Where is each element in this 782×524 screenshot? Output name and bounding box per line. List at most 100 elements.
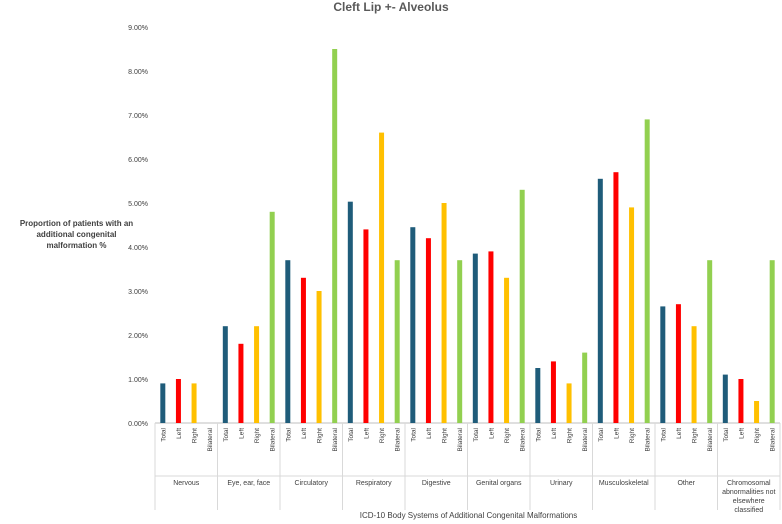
subcategory-label: Left — [676, 428, 683, 439]
subcategory-label: Total — [598, 427, 605, 441]
bar-total — [535, 368, 541, 423]
subcategory-label: Right — [317, 428, 324, 443]
bar-right — [691, 326, 697, 423]
bar-left — [238, 343, 244, 423]
bar-left — [300, 277, 306, 423]
subcategory-label: Left — [238, 428, 245, 439]
bar-right — [254, 326, 260, 423]
group-label: Urinary — [550, 480, 573, 487]
subcategory-label: Right — [254, 428, 261, 443]
y-tick-label: 5.00% — [128, 201, 148, 208]
bar-bilateral — [644, 119, 650, 424]
y-tick-label: 8.00% — [128, 69, 148, 76]
subcategory-label: Total — [348, 427, 355, 441]
bar-left — [675, 304, 681, 423]
subcategory-label: Right — [692, 428, 699, 443]
subcategory-label: Bilateral — [707, 427, 714, 451]
bar-bilateral — [582, 352, 588, 423]
bar-left — [613, 172, 619, 423]
bar-right — [566, 383, 572, 423]
subcategory-label: Right — [754, 428, 761, 443]
bar-right — [504, 277, 510, 423]
group-label: Other — [677, 480, 695, 487]
subcategory-label: Right — [567, 428, 574, 443]
bar-right — [441, 203, 447, 423]
subcategory-label: Bilateral — [207, 427, 214, 451]
subcategory-label: Total — [660, 427, 667, 441]
subcategory-label: Left — [488, 428, 495, 439]
group-label: Eye, ear, face — [227, 480, 270, 487]
subcategory-label: Total — [723, 427, 730, 441]
subcategory-label: Bilateral — [645, 427, 652, 451]
group-label: Nervous — [173, 480, 200, 487]
bar-right — [379, 132, 385, 423]
bar-left — [175, 379, 181, 423]
group-label: Chromosomal abnormalities not elsewhere cla… — [722, 480, 775, 514]
subcategory-label: Bilateral — [332, 427, 339, 451]
subcategory-label: Bilateral — [770, 427, 777, 451]
subcategory-label: Bilateral — [520, 427, 527, 451]
y-tick-label: 0.00% — [128, 421, 148, 428]
bar-bilateral — [769, 260, 775, 423]
subcategory-label: Left — [613, 428, 620, 439]
bar-bilateral — [394, 260, 400, 423]
subcategory-label: Left — [426, 428, 433, 439]
subcategory-label: Total — [285, 427, 292, 441]
bar-total — [472, 253, 478, 423]
y-tick-label: 3.00% — [128, 289, 148, 296]
bar-total — [160, 383, 166, 423]
subcategory-label: Left — [551, 428, 558, 439]
subcategory-label: Left — [738, 428, 745, 439]
subcategory-label: Total — [160, 427, 167, 441]
bar-total — [660, 306, 666, 423]
group-label: Circulatory — [295, 480, 329, 487]
subcategory-label: Bilateral — [270, 427, 277, 451]
subcategory-label: Bilateral — [582, 427, 589, 451]
subcategory-label: Bilateral — [457, 427, 464, 451]
subcategory-label: Left — [301, 428, 308, 439]
bar-left — [738, 379, 744, 423]
bar-total — [597, 178, 603, 423]
subcategory-label: Right — [442, 428, 449, 443]
bar-right — [191, 383, 197, 423]
subcategory-label: Right — [192, 428, 199, 443]
y-tick-label: 1.00% — [128, 377, 148, 384]
group-label: Musculoskeletal — [599, 480, 649, 487]
group-label: Respiratory — [356, 480, 392, 487]
bar-bilateral — [269, 211, 275, 423]
subcategory-label: Total — [410, 427, 417, 441]
y-axis-label: Proportion of patients with an additiona… — [19, 219, 134, 250]
group-label: Genital organs — [476, 480, 522, 487]
bar-right — [316, 291, 322, 423]
bar-total — [722, 374, 728, 423]
bar-total — [410, 227, 416, 423]
bar-right — [754, 401, 760, 423]
bar-bilateral — [332, 49, 338, 423]
x-axis-label: ICD-10 Body Systems of Additional Congen… — [359, 511, 578, 520]
subcategory-label: Total — [535, 427, 542, 441]
subcategory-label: Total — [223, 427, 230, 441]
bar-right — [629, 207, 635, 423]
bar-bilateral — [457, 260, 463, 423]
subcategory-label: Right — [629, 428, 636, 443]
group-label: Digestive — [422, 480, 451, 487]
subcategory-label: Bilateral — [395, 427, 402, 451]
bar-bilateral — [707, 260, 713, 423]
subcategory-label: Total — [473, 427, 480, 441]
bar-total — [347, 201, 353, 423]
chart-title: Cleft Lip +- Alveolus — [333, 0, 449, 14]
subcategory-label: Left — [176, 428, 183, 439]
y-tick-label: 2.00% — [128, 333, 148, 340]
bar-total — [222, 326, 228, 423]
bar-left — [550, 361, 556, 423]
bar-bilateral — [519, 189, 525, 423]
bar-left — [363, 229, 369, 423]
subcategory-label: Left — [363, 428, 370, 439]
subcategory-label: Right — [504, 428, 511, 443]
y-tick-label: 7.00% — [128, 113, 148, 120]
y-tick-label: 6.00% — [128, 157, 148, 164]
bar-total — [285, 260, 291, 423]
y-tick-label: 4.00% — [128, 245, 148, 252]
subcategory-label: Right — [379, 428, 386, 443]
